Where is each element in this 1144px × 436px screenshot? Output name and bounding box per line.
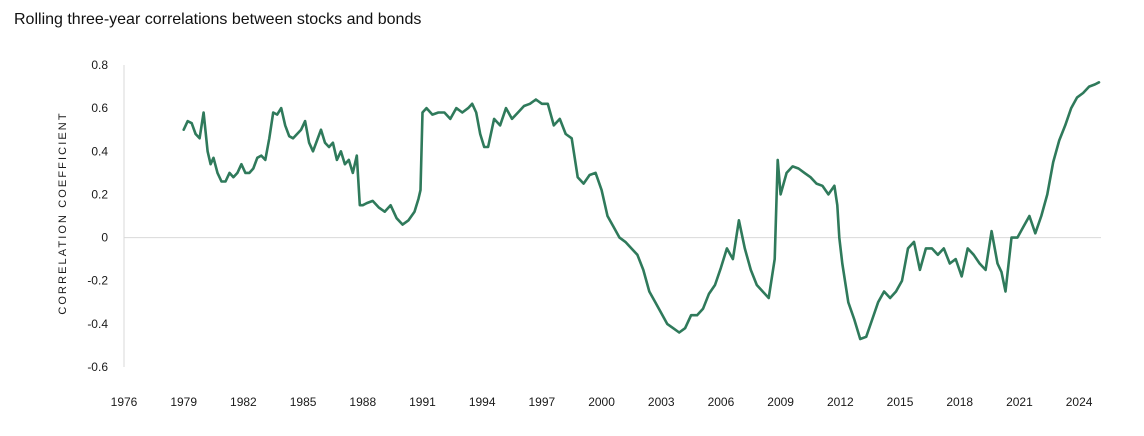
x-tick-label: 1991 bbox=[409, 395, 436, 409]
x-tick-label: 1997 bbox=[529, 395, 556, 409]
x-tick-label: 2009 bbox=[767, 395, 794, 409]
x-tick-label: 1979 bbox=[170, 395, 197, 409]
y-tick-label: 0.8 bbox=[91, 58, 108, 72]
y-tick-label: 0.2 bbox=[91, 187, 108, 201]
x-tick-label: 2006 bbox=[708, 395, 735, 409]
y-tick-label: -0.2 bbox=[87, 274, 108, 288]
x-tick-label: 2000 bbox=[588, 395, 615, 409]
y-tick-label: 0 bbox=[101, 231, 108, 245]
y-tick-label: -0.4 bbox=[87, 317, 108, 331]
x-tick-label: 1985 bbox=[290, 395, 317, 409]
x-tick-label: 1988 bbox=[349, 395, 376, 409]
x-tick-label: 2003 bbox=[648, 395, 675, 409]
x-tick-label: 1982 bbox=[230, 395, 257, 409]
x-tick-label: 1976 bbox=[111, 395, 138, 409]
x-tick-label: 2018 bbox=[946, 395, 973, 409]
y-tick-label: -0.6 bbox=[87, 360, 108, 374]
x-tick-label: 2021 bbox=[1006, 395, 1033, 409]
x-tick-label: 2015 bbox=[887, 395, 914, 409]
x-tick-label: 2012 bbox=[827, 395, 854, 409]
correlation-series-line bbox=[182, 81, 1101, 341]
chart-title: Rolling three-year correlations between … bbox=[14, 11, 422, 28]
y-tick-label: 0.4 bbox=[91, 144, 108, 158]
x-tick-label: 1994 bbox=[469, 395, 496, 409]
y-tick-label: 0.6 bbox=[91, 101, 108, 115]
x-tick-label: 2024 bbox=[1066, 395, 1093, 409]
